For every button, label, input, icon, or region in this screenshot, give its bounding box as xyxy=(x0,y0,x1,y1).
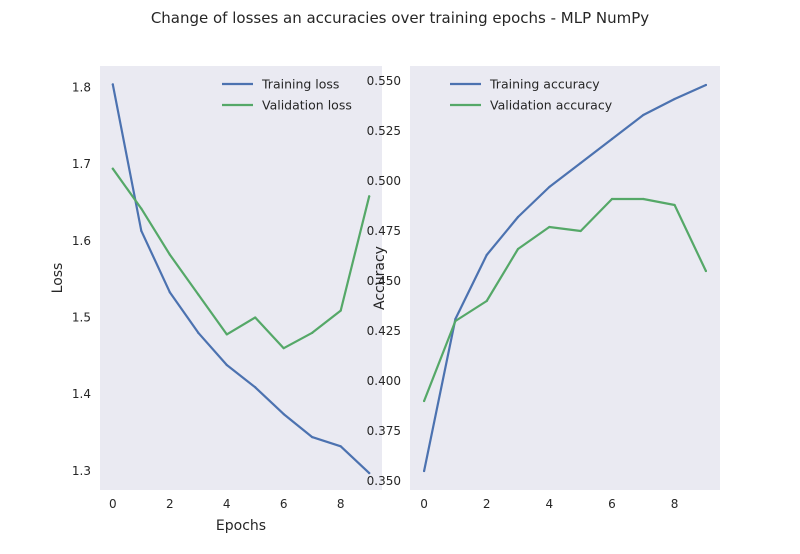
x-tick-label: 2 xyxy=(483,497,491,511)
data-point xyxy=(579,161,582,165)
y-tick-label: 1.7 xyxy=(72,157,91,171)
figure-title: Change of losses an accuracies over trai… xyxy=(151,9,649,27)
x-tick-label: 6 xyxy=(608,497,616,511)
data-point xyxy=(548,225,551,229)
x-tick-label: 2 xyxy=(166,497,174,511)
data-point xyxy=(579,229,582,233)
data-point xyxy=(673,203,676,207)
data-point xyxy=(368,195,371,198)
data-point xyxy=(704,83,708,87)
data-point xyxy=(311,435,314,439)
data-point xyxy=(548,185,551,189)
series-line-1 xyxy=(111,83,371,475)
data-point xyxy=(704,269,708,273)
data-point xyxy=(225,363,228,367)
y-axis-label: Accuracy xyxy=(372,246,388,310)
legend-label: Validation loss xyxy=(262,98,352,113)
data-point xyxy=(673,97,676,101)
data-point xyxy=(225,333,228,336)
data-point xyxy=(197,293,200,296)
series-line-2 xyxy=(423,197,708,403)
y-tick-label: 0.500 xyxy=(367,174,401,188)
x-tick-label: 4 xyxy=(546,497,554,511)
data-point xyxy=(368,472,371,475)
legend-label: Training loss xyxy=(261,77,339,92)
data-point xyxy=(140,229,143,232)
chart-panel-1: 0 2 4 6 8 1.3 1.4 1.5 1.6 1.7 1.8 Epochs Loss Trainin… xyxy=(50,66,382,534)
y-tick-label: 0.475 xyxy=(367,224,401,238)
data-point xyxy=(111,167,114,170)
data-point xyxy=(642,197,645,201)
y-tick-label: 1.6 xyxy=(72,234,91,248)
data-point xyxy=(422,469,426,473)
data-point xyxy=(610,137,614,141)
y-tick-label: 0.450 xyxy=(367,274,401,288)
x-tick-label: 0 xyxy=(109,497,117,511)
legend: Training loss Validation loss xyxy=(222,77,352,113)
y-tick-label: 0.350 xyxy=(367,474,401,488)
data-point xyxy=(311,331,314,334)
chart-panel-2: 0 2 4 6 8 0.350 0.375 0.400 0.425 0.450 0.475 0.500… xyxy=(367,66,720,511)
data-point xyxy=(485,253,488,257)
data-point xyxy=(168,253,171,256)
y-tick-label: 0.525 xyxy=(367,124,401,138)
legend-label: Validation accuracy xyxy=(490,98,613,113)
x-tick-label: 4 xyxy=(223,497,231,511)
x-axis-label: Epochs xyxy=(216,518,266,534)
data-point xyxy=(610,197,614,201)
y-tick-label: 1.5 xyxy=(72,310,91,324)
data-point xyxy=(642,113,645,117)
x-tick-label: 8 xyxy=(337,497,345,511)
data-point xyxy=(422,399,426,403)
data-point xyxy=(516,247,520,251)
data-point xyxy=(254,316,257,319)
y-axis-label: Loss xyxy=(50,263,66,294)
data-point xyxy=(168,291,171,294)
data-point xyxy=(254,386,257,389)
plot-area xyxy=(410,66,720,490)
data-point xyxy=(282,412,285,416)
data-point xyxy=(282,347,285,350)
data-point xyxy=(111,83,114,86)
y-tick-label: 0.375 xyxy=(367,424,401,438)
data-point xyxy=(516,215,520,219)
x-tick-label: 0 xyxy=(420,497,428,511)
y-tick-label: 1.3 xyxy=(72,464,91,478)
data-point xyxy=(339,309,342,312)
x-tick-label: 8 xyxy=(671,497,679,511)
x-tick-label: 6 xyxy=(280,497,288,511)
y-tick-label: 0.550 xyxy=(367,74,401,88)
data-point xyxy=(485,299,488,303)
legend: Training accuracy Validation accuracy xyxy=(450,77,613,113)
y-tick-label: 1.4 xyxy=(72,387,91,401)
y-tick-label: 0.425 xyxy=(367,324,401,338)
data-point xyxy=(197,331,200,334)
plot-area xyxy=(100,66,382,490)
y-tick-label: 1.8 xyxy=(72,80,91,94)
y-tick-label: 0.400 xyxy=(367,374,401,388)
data-point xyxy=(454,319,457,323)
series-line-2 xyxy=(111,167,371,350)
series-line-1 xyxy=(423,83,708,473)
data-point xyxy=(339,445,342,448)
data-point xyxy=(140,207,143,210)
legend-label: Training accuracy xyxy=(489,77,600,92)
